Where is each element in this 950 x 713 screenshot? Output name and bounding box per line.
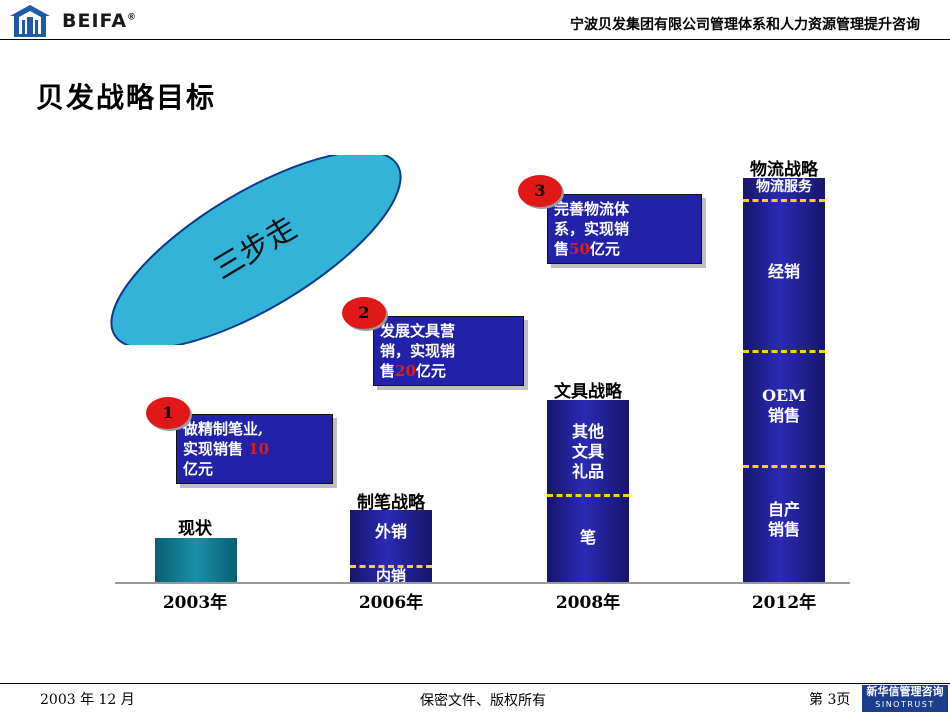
year-label-2012: 2012年: [751, 593, 817, 613]
segment-logistics-label: 物流服务: [756, 179, 812, 195]
sinotrust-logo-en: SINOTRUST: [875, 700, 935, 709]
segment-distribution-label: 经销: [767, 262, 800, 281]
strategy-label-2008: 文具战略: [554, 382, 622, 402]
sinotrust-logo-cn: 新华信管理咨询: [866, 685, 944, 698]
callout-step-1: 做精制笔业, 实现销售 10 亿元: [176, 414, 333, 484]
step-badge-1: 1: [146, 397, 190, 429]
callout-1-line-1: 做精制笔业,: [183, 420, 264, 438]
logo-text: BEIFA®: [62, 10, 137, 32]
callout-3-text: 售: [554, 240, 570, 258]
footer-divider: [0, 683, 950, 684]
footer-confidential: 保密文件、版权所有: [420, 693, 546, 709]
callout-3-amount: 50: [569, 240, 590, 258]
year-label-2006: 2006年: [358, 593, 424, 613]
bar-2012: [743, 178, 825, 582]
header-title: 宁波贝发集团有限公司管理体系和人力资源管理提升咨询: [570, 17, 920, 33]
year-label-2008: 2008年: [555, 593, 621, 613]
segment-other-stationery-label: 其他 文具 礼品: [571, 422, 604, 481]
logo-wordmark: BEIFA: [62, 10, 128, 32]
callout-2-line-1: 发展文具营: [380, 322, 456, 340]
segment-own-production-label: 自产 销售: [767, 500, 800, 539]
callout-2-amount: 20: [395, 362, 416, 380]
callout-2-text: 售: [380, 362, 396, 380]
callout-2-unit: 亿元: [415, 362, 446, 380]
divider-2012-3: [743, 465, 825, 468]
baseline: [115, 582, 850, 584]
divider-2006: [350, 565, 432, 568]
footer-page-number: 第 3页: [809, 692, 851, 708]
bar-2003: [155, 538, 237, 582]
callout-3-line-2: 系，实现销: [554, 220, 630, 238]
callout-step-3: 完善物流体 系，实现销 售50亿元: [547, 194, 702, 264]
callout-3-unit: 亿元: [589, 240, 620, 258]
sinotrust-logo: 新华信管理咨询 SINOTRUST: [862, 685, 948, 712]
callout-1-amount: 10: [248, 440, 270, 458]
callout-1-line-2: 实现销售 10: [183, 439, 326, 459]
three-step-ellipse: 三步走: [110, 155, 402, 345]
callout-2-line-2: 销，实现销: [380, 342, 456, 360]
segment-export-label: 外销: [374, 522, 407, 541]
callout-3-line-3: 售50亿元: [554, 239, 695, 259]
strategy-label-2012: 物流战略: [750, 160, 818, 180]
divider-2012-1: [743, 199, 825, 202]
segment-pen-label: 笔: [579, 528, 596, 547]
callout-2-line-3: 售20亿元: [380, 361, 517, 381]
strategy-label-2006: 制笔战略: [357, 493, 425, 513]
step-badge-2: 2: [342, 297, 386, 329]
year-label-2003: 2003年: [162, 593, 228, 613]
callout-step-2: 发展文具营 销，实现销 售20亿元: [373, 316, 524, 386]
callout-1-line-3: 亿元: [183, 460, 214, 478]
registered-mark: ®: [127, 12, 138, 23]
beifa-logo-icon: [10, 5, 50, 37]
callout-3-line-1: 完善物流体: [554, 200, 630, 218]
page-title: 贝发战略目标: [36, 81, 217, 114]
header-divider: [0, 39, 950, 40]
bar-2006: [350, 510, 432, 582]
segment-oem-label: OEM 销售: [762, 386, 806, 425]
divider-2012-2: [743, 350, 825, 353]
strategy-label-2003: 现状: [178, 519, 212, 539]
segment-domestic-label: 内销: [375, 567, 406, 585]
footer-date: 2003 年 12 月: [40, 692, 135, 708]
divider-2008: [547, 494, 629, 497]
step-badge-3: 3: [518, 175, 562, 207]
bar-2008: [547, 400, 629, 582]
callout-1-text: 实现销售: [183, 440, 244, 458]
